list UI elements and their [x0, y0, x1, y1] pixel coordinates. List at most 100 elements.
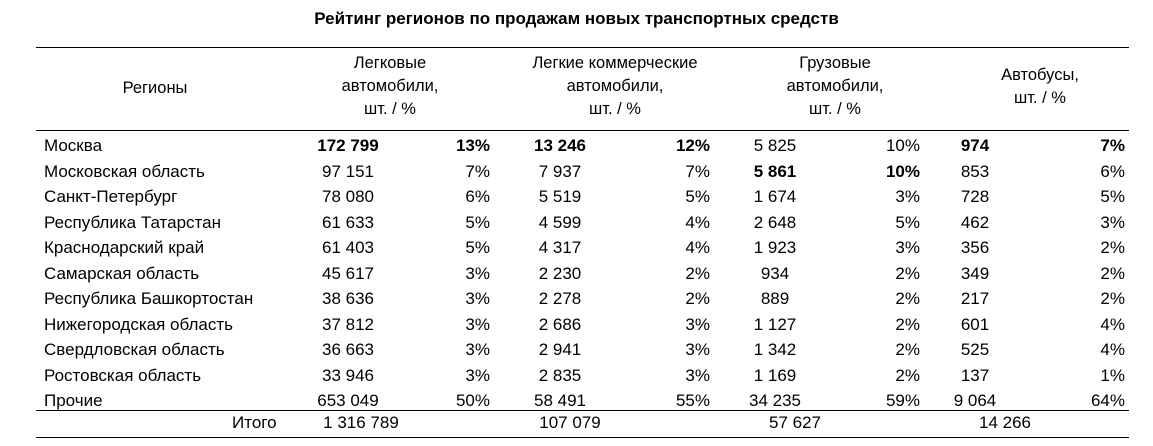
header-lcv-line2: автомобили, — [566, 77, 664, 95]
cell-cars-pct: 3% — [465, 289, 490, 308]
header-region: Регионы — [122, 79, 188, 97]
cell-region: Москва — [44, 136, 103, 155]
cell-region: Санкт-Петербург — [44, 187, 178, 206]
cell-cars: 653 049 — [317, 391, 379, 410]
cell-lcv-pct: 55% — [675, 391, 710, 410]
header-trucks-line1: Грузовые — [799, 54, 871, 72]
cell-lcv-pct: 3% — [685, 314, 710, 334]
cell-region: Прочие — [44, 391, 103, 410]
table-row: Краснодарский край 61 403 5% 4 317 4% 1 923 3%… — [36, 235, 1125, 261]
cell-buses: 349 — [960, 263, 990, 283]
cell-lcv-pct: 4% — [685, 212, 710, 232]
cell-buses: 525 — [960, 340, 990, 359]
header-trucks: Грузовые автомобили, шт. / % — [760, 52, 910, 121]
cell-cars-pct: 7% — [465, 161, 490, 181]
cell-trucks-pct: 2% — [895, 365, 920, 385]
header-buses: Автобусы, шт. / % — [975, 64, 1105, 110]
cell-lcv: 2 835 — [538, 365, 582, 385]
cell-trucks: 889 — [760, 289, 790, 308]
table-row: Московская область 97 151 7% 7 937 7% 5 861 10… — [36, 159, 1125, 185]
cell-lcv: 2 686 — [538, 314, 582, 334]
totals-rule — [36, 410, 1129, 411]
table-title: Рейтинг регионов по продажам новых транс… — [314, 9, 839, 28]
cell-buses: 137 — [960, 365, 990, 385]
cell-cars: 78 080 — [322, 187, 374, 206]
cell-buses-pct: 1% — [1100, 365, 1125, 385]
bottom-rule — [36, 437, 1129, 438]
totals-cars: 1 316 789 — [323, 413, 399, 432]
cell-trucks-pct: 2% — [895, 289, 920, 308]
cell-buses-pct: 2% — [1100, 289, 1125, 308]
totals-buses: 14 266 — [979, 413, 1031, 432]
cell-lcv: 7 937 — [538, 161, 582, 181]
cell-region: Республика Башкортостан — [44, 289, 254, 308]
cell-region: Ростовская область — [44, 365, 202, 385]
table-row: Нижегородская область 37 812 3% 2 686 3% 1 12… — [36, 312, 1125, 338]
header-lcv: Легкие коммерческие автомобили, шт. / % — [510, 52, 720, 121]
cell-lcv-pct: 2% — [685, 263, 710, 283]
cell-buses: 217 — [960, 289, 990, 308]
cell-cars: 61 633 — [322, 212, 374, 232]
header-lcv-line1: Легкие коммерческие — [532, 54, 698, 72]
cell-buses-pct: 2% — [1100, 238, 1125, 257]
table-row: Республика Башкортостан 38 636 3% 2 278 2% 88… — [36, 286, 1125, 312]
cell-cars-pct: 3% — [465, 365, 490, 385]
cell-trucks-pct: 2% — [895, 340, 920, 359]
cell-buses-pct: 2% — [1100, 263, 1125, 283]
cell-trucks: 34 235 — [749, 391, 801, 410]
cell-cars: 45 617 — [322, 263, 374, 283]
cell-region: Республика Татарстан — [44, 212, 221, 232]
table-row: Москва 172 799 13% 13 246 12% 5 825 10% 974 7% — [36, 133, 1125, 159]
table-row: Свердловская область 36 663 3% 2 941 3% 1 342… — [36, 337, 1125, 363]
cell-trucks: 1 342 — [753, 340, 797, 359]
cell-buses-pct: 4% — [1100, 314, 1125, 334]
totals-label: Итого — [232, 413, 277, 432]
cell-buses: 356 — [960, 238, 990, 257]
cell-cars: 37 812 — [322, 314, 374, 334]
cell-region: Самарская область — [44, 263, 200, 283]
cell-lcv-pct: 5% — [685, 187, 710, 206]
cell-lcv-pct: 3% — [685, 340, 710, 359]
cell-region: Краснодарский край — [44, 238, 205, 257]
cell-lcv-pct: 12% — [675, 136, 710, 155]
header-buses-line1: Автобусы, — [1001, 66, 1079, 84]
cell-cars: 33 946 — [322, 365, 374, 385]
table-row: Самарская область 45 617 3% 2 230 2% 934 2% 349… — [36, 261, 1125, 287]
cell-buses-pct: 7% — [1100, 136, 1125, 155]
cell-lcv: 2 230 — [538, 263, 582, 283]
cell-trucks: 934 — [760, 263, 790, 283]
cell-buses: 462 — [960, 212, 990, 232]
cell-lcv-pct: 7% — [685, 161, 710, 181]
cell-trucks: 1 674 — [753, 187, 797, 206]
cell-trucks-pct: 59% — [885, 391, 920, 410]
header-lcv-unit: шт. / % — [589, 100, 641, 118]
totals-lcv: 107 079 — [539, 413, 601, 432]
cell-lcv: 13 246 — [534, 136, 586, 155]
header-rule — [36, 130, 1129, 131]
cell-buses-pct: 64% — [1090, 391, 1125, 410]
header-cars-line2: автомобили, — [341, 77, 439, 95]
cell-lcv: 4 599 — [538, 212, 582, 232]
cell-cars-pct: 3% — [465, 314, 490, 334]
cell-region: Свердловская область — [44, 340, 225, 359]
cell-trucks-pct: 5% — [895, 212, 920, 232]
cell-lcv: 5 519 — [538, 187, 582, 206]
totals-trucks: 57 627 — [769, 413, 821, 432]
cell-buses-pct: 6% — [1100, 161, 1125, 181]
cell-cars: 172 799 — [317, 136, 379, 155]
cell-trucks: 5 825 — [753, 136, 797, 155]
table-row: Прочие 653 049 50% 58 491 55% 34 235 59% 9 064 6… — [36, 388, 1125, 414]
table-body: Москва 172 799 13% 13 246 12% 5 825 10% 974 7% Мо… — [36, 133, 1125, 414]
cell-cars-pct: 5% — [465, 238, 490, 257]
cell-trucks-pct: 3% — [895, 187, 920, 206]
cell-region: Нижегородская область — [44, 314, 233, 334]
cell-cars-pct: 5% — [465, 212, 490, 232]
cell-buses-pct: 5% — [1100, 187, 1125, 206]
table-row: Санкт-Петербург 78 080 6% 5 519 5% 1 674 3% 728… — [36, 184, 1125, 210]
cell-trucks: 1 923 — [753, 238, 797, 257]
header-buses-unit: шт. / % — [1014, 89, 1066, 107]
data-table: Москва 172 799 13% 13 246 12% 5 825 10% 974 7% Мо… — [36, 133, 1125, 414]
cell-trucks-pct: 2% — [895, 314, 920, 334]
cell-cars-pct: 3% — [465, 263, 490, 283]
cell-cars: 97 151 — [322, 161, 374, 181]
